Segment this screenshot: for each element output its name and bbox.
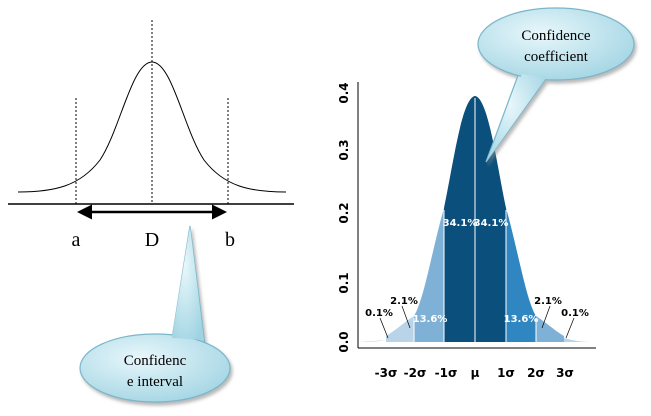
y-tick-4: 0.4 <box>337 82 351 103</box>
tail-band-left <box>360 340 388 342</box>
percent-outer-right: 2.1% <box>534 296 562 307</box>
confidence-coefficient-callout <box>477 7 635 163</box>
confidence-interval-label-line1: Confidenc <box>124 353 187 369</box>
x-tick-labels: -3σ -2σ -1σ μ 1σ 2σ 3σ <box>375 366 574 380</box>
x-tick-mu: μ <box>471 366 480 380</box>
band-2sigma-left <box>414 208 444 342</box>
label-d: D <box>145 229 159 251</box>
x-tick-pos2: 2σ <box>527 366 545 380</box>
band-1sigma-right <box>475 96 506 342</box>
percent-mid-left: 13.6% <box>413 314 448 325</box>
confidence-coefficient-label-line1: Confidence <box>521 28 590 44</box>
percent-tail-right: 0.1% <box>561 308 589 319</box>
confidence-coefficient-label-line2: coefficient <box>524 49 589 65</box>
x-tick-pos3: 3σ <box>556 366 574 380</box>
percent-inner-right: 34.1% <box>474 218 509 229</box>
percent-mid-right: 13.6% <box>504 314 539 325</box>
y-tick-3: 0.3 <box>337 139 351 160</box>
y-tick-1: 0.1 <box>337 272 351 293</box>
leader-tail-left <box>379 317 389 339</box>
confidence-interval-label-line2: e interval <box>127 374 183 390</box>
percent-tail-left: 0.1% <box>365 308 393 319</box>
band-1sigma-left <box>444 96 475 342</box>
band-3sigma-left <box>386 316 414 342</box>
y-tick-0: 0.0 <box>337 331 351 352</box>
percent-inner-left: 34.1% <box>443 218 478 229</box>
tail-band-right <box>564 338 590 342</box>
x-tick-neg1: -1σ <box>435 366 458 380</box>
leader-tail-right <box>565 317 575 339</box>
leader-outer-right <box>541 305 551 329</box>
y-tick-labels: 0.0 0.1 0.2 0.3 0.4 <box>337 82 351 352</box>
percent-outer-left: 2.1% <box>390 296 418 307</box>
label-a: a <box>72 229 81 251</box>
band-3sigma-right <box>536 316 564 342</box>
band-2sigma-right <box>506 208 536 342</box>
confidence-interval-diagram: a D b Confidenc e interval <box>8 20 294 403</box>
label-b: b <box>225 229 235 251</box>
x-tick-neg2: -2σ <box>404 366 427 380</box>
y-tick-2: 0.2 <box>337 202 351 223</box>
confidence-interval-callout <box>79 225 231 403</box>
leader-outer-left <box>401 305 411 329</box>
normal-distribution-chart: 0.0 0.1 0.2 0.3 0.4 -3σ -2σ -1σ μ 1σ 2σ … <box>337 7 635 380</box>
x-tick-pos1: 1σ <box>497 366 515 380</box>
x-tick-neg3: -3σ <box>375 366 398 380</box>
